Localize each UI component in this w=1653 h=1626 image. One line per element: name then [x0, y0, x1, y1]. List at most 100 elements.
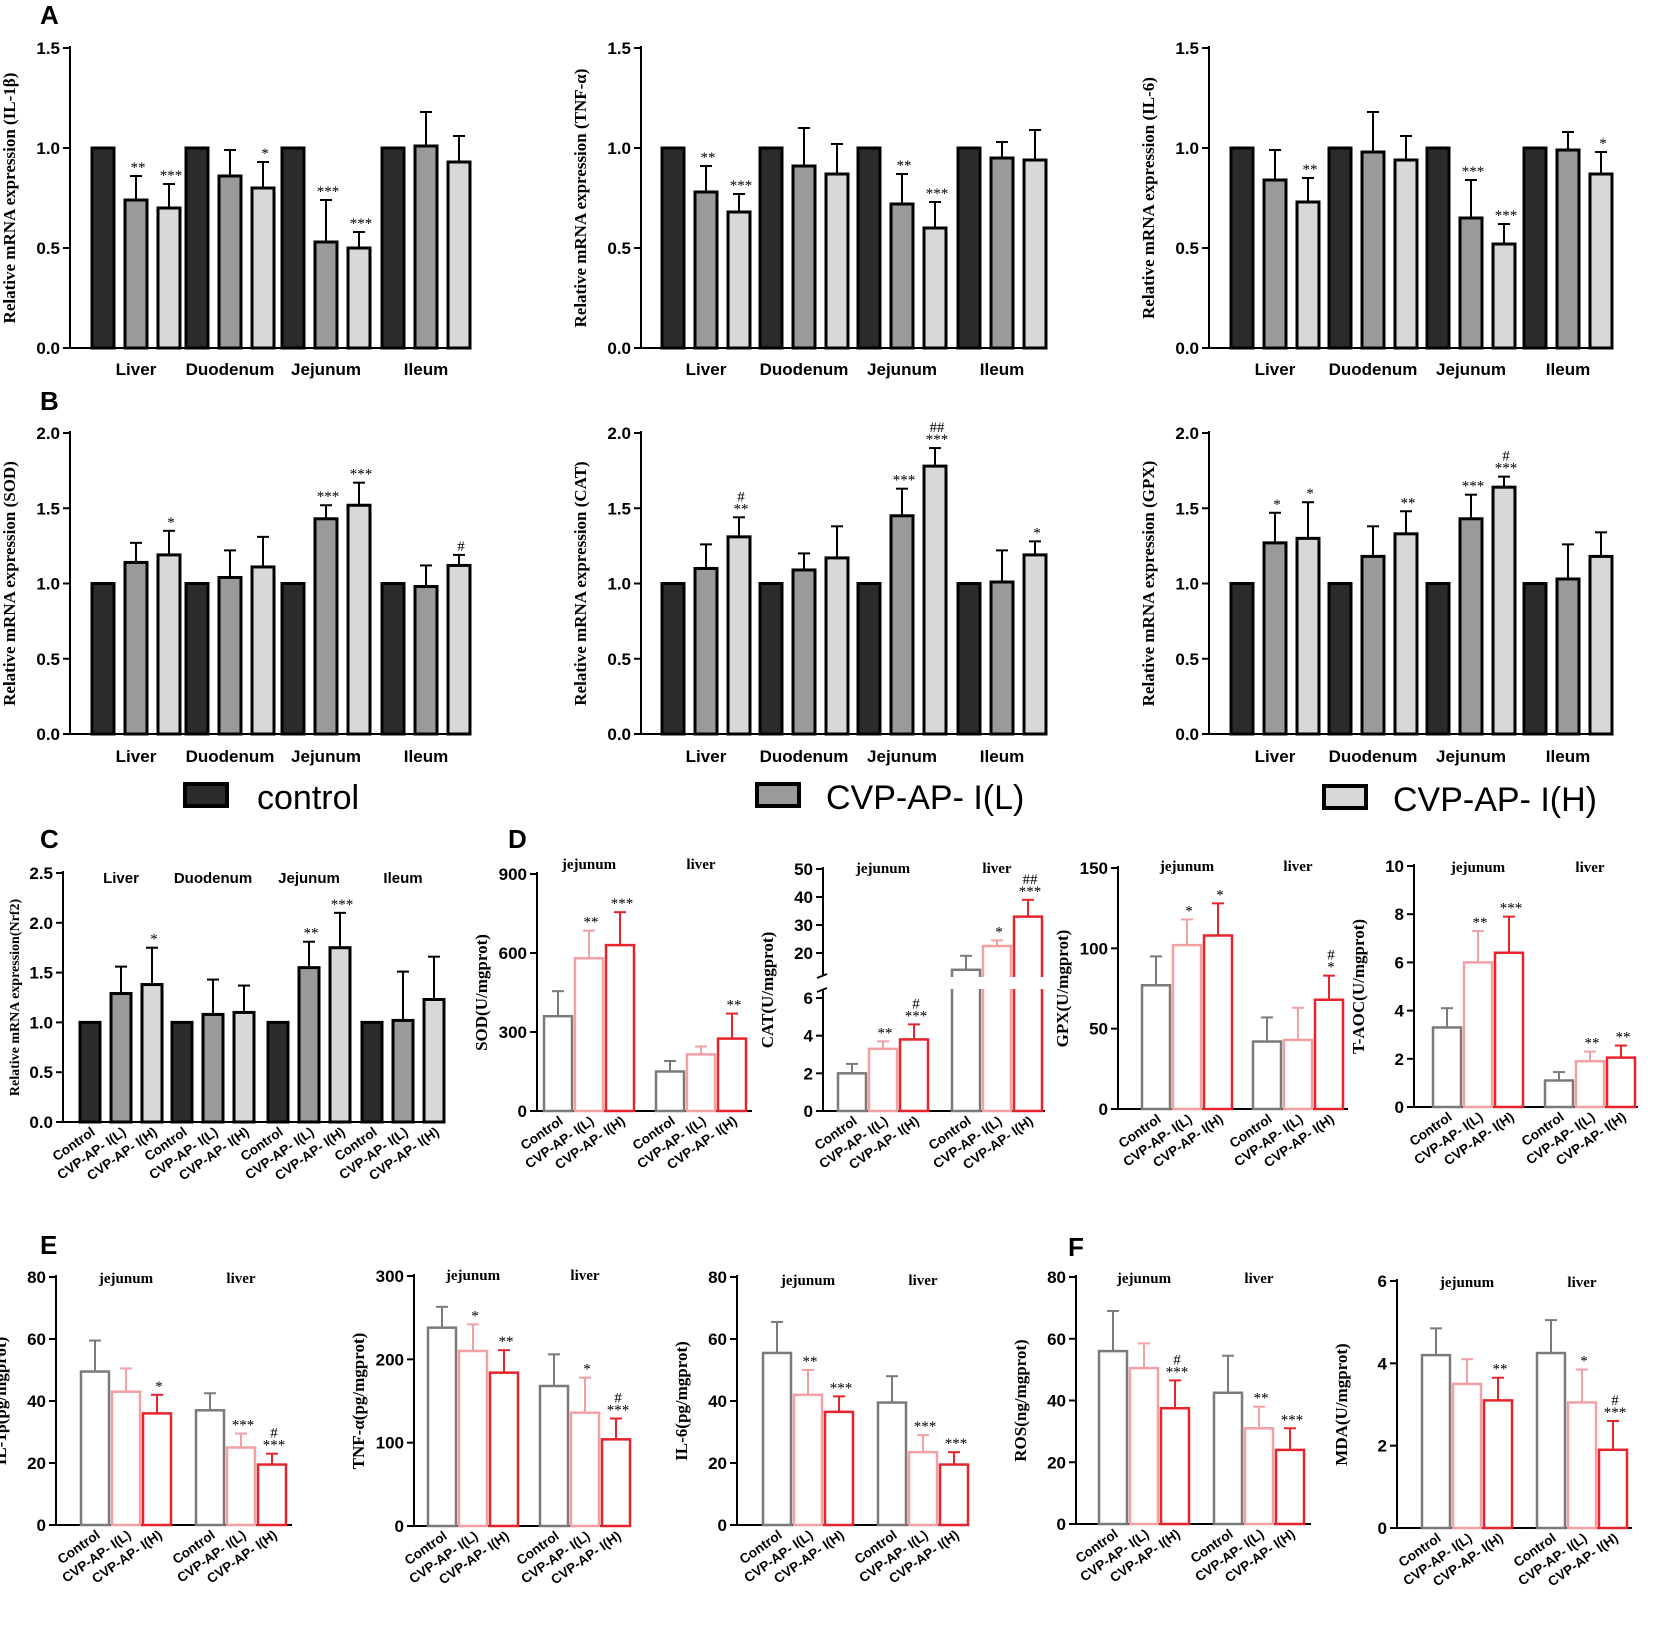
bar-jejunum-1-sig: *** [317, 489, 340, 505]
bar-liver-1 [907, 1450, 939, 1527]
chart-D1: 0300600900SOD(U/mgprot)*****jejunumContr… [472, 857, 752, 1172]
bar-liver-1-sig: * [1580, 1354, 1588, 1370]
panel-letter-b: B [40, 386, 59, 416]
y-tick-label: 0 [37, 1516, 46, 1535]
bar-liver-1-sig: * [583, 1362, 591, 1378]
bar-jejunum-0 [761, 1351, 793, 1527]
bar-ileum-2 [446, 160, 472, 350]
y-tick-label: 1.0 [1175, 139, 1199, 158]
legend-swatch-0 [183, 782, 229, 808]
y-tick-label: 1.0 [36, 139, 60, 158]
bar-jejunum-2-sig: *** [926, 186, 949, 202]
y-tick-label: 0.5 [607, 650, 631, 669]
bar-jejunum-2-sig: *** [1500, 901, 1523, 917]
bar-ileum-1 [989, 580, 1015, 736]
bar-duodenum-1 [201, 1012, 225, 1124]
y-tick-label: 6 [1378, 1272, 1387, 1291]
bar-duodenum-2 [250, 186, 276, 350]
category-label-liver: Liver [116, 360, 157, 379]
y-tick-label: 60 [708, 1330, 727, 1349]
bar-liver-2-sig: ** [1616, 1030, 1631, 1046]
y-axis-label: IL-1β(pg/mgprot) [0, 1337, 10, 1466]
panel-letter-d: D [508, 824, 527, 854]
y-tick-label: 30 [794, 916, 813, 935]
bar-liver-1 [225, 1446, 257, 1527]
bar-duodenum-2 [250, 565, 276, 736]
bar-jejunum-1-sig: ** [878, 1025, 893, 1041]
bar-jejunum-2-sig: *** [350, 467, 373, 483]
category-label-liver: liver [226, 1271, 255, 1287]
bar-jejunum-2-sig-line0: # [912, 996, 920, 1012]
bar-jejunum-1 [792, 1393, 824, 1527]
bar-jejunum-1 [1462, 961, 1494, 1109]
y-tick-label: 10 [1385, 857, 1404, 876]
category-label-jejunum: Jejunum [291, 747, 361, 766]
bar-jejunum-0 [1140, 984, 1172, 1111]
y-tick-label: 600 [499, 944, 527, 963]
bar-liver-2 [1295, 200, 1321, 350]
y-tick-label: 50 [794, 860, 813, 879]
bar-jejunum-0 [266, 1020, 290, 1124]
bar-liver-0 [1229, 582, 1255, 736]
legend-label-0: control [257, 779, 359, 817]
bar-liver-2-sig-line1: *** [1019, 884, 1042, 900]
y-tick-label: 4 [1395, 1002, 1405, 1021]
bar-liver-2-sig-line0: # [270, 1426, 278, 1442]
bar-liver-1 [123, 198, 149, 350]
bar-liver-1-sig: ** [1254, 1391, 1269, 1407]
bar-liver-1 [685, 1053, 717, 1113]
bar-liver-2 [1012, 915, 1044, 1113]
y-tick-label: 40 [1047, 1392, 1066, 1411]
category-label-jejunum: jejunum [1159, 859, 1215, 875]
bar-liver-2 [1605, 1056, 1637, 1109]
bar-jejunum-2 [1493, 951, 1525, 1109]
bar-liver-1-break [981, 977, 1013, 989]
bar-duodenum-1 [217, 174, 243, 350]
bar-liver-0 [950, 968, 982, 1113]
y-tick-label: 40 [794, 888, 813, 907]
legend-label-1: CVP-AP- I(L) [826, 779, 1024, 817]
bar-liver-1-sig: ** [131, 160, 146, 176]
y-tick-label: 0.0 [29, 1113, 53, 1132]
bar-ileum-0 [380, 582, 406, 736]
category-label-duodenum: Duodenum [186, 747, 275, 766]
bar-liver-2 [140, 983, 164, 1124]
bar-jejunum-1 [1451, 1382, 1483, 1530]
y-axis-label: T-AOC(U/mgprot) [1349, 919, 1368, 1054]
y-tick-label: 300 [376, 1267, 404, 1286]
bar-ileum-2 [446, 563, 472, 736]
bar-ileum-0 [1522, 582, 1548, 736]
category-label-jejunum: jejunum [780, 1273, 836, 1289]
y-tick-label: 1.5 [607, 499, 631, 518]
bar-jejunum-2 [922, 226, 948, 350]
bar-jejunum-2-sig: ** [499, 1334, 514, 1350]
bar-liver-0 [876, 1401, 908, 1527]
bar-liver-1 [1282, 1038, 1314, 1111]
bar-ileum-1 [413, 585, 439, 736]
bar-jejunum-1-sig: *** [1462, 164, 1485, 180]
chart-E2: 0100200300TNF-α(pg/mgprot)***jejunumCont… [349, 1267, 632, 1587]
bar-ileum-1 [413, 144, 439, 350]
bar-duodenum-2 [1393, 158, 1419, 350]
bar-liver-2-sig-line1: *** [1604, 1405, 1627, 1421]
bar-jejunum-1-sig: * [1185, 903, 1193, 919]
bar-liver-1 [1243, 1427, 1275, 1526]
bar-jejunum-2-sig-line0: # [1502, 449, 1510, 465]
category-label-jejunum: jejunum [445, 1268, 501, 1284]
y-axis-label: IL-6(pg/mgprot) [672, 1341, 691, 1461]
category-label-liver: Liver [686, 747, 727, 766]
bar-jejunum-1 [1458, 216, 1484, 350]
bar-jejunum-2-sig: *** [331, 897, 354, 913]
bar-jejunum-1 [889, 202, 915, 350]
y-axis-label: Relative mRNA expression (GPX) [1139, 461, 1158, 707]
bar-jejunum-1-sig: ** [584, 915, 599, 931]
bar-liver-2-sig-line0: # [1611, 1393, 1619, 1409]
y-tick-label: 60 [27, 1330, 46, 1349]
bar-jejunum-1-sig: ** [897, 158, 912, 174]
bar-liver-2-sig: * [1306, 486, 1314, 502]
bar-jejunum-0 [1425, 582, 1451, 736]
